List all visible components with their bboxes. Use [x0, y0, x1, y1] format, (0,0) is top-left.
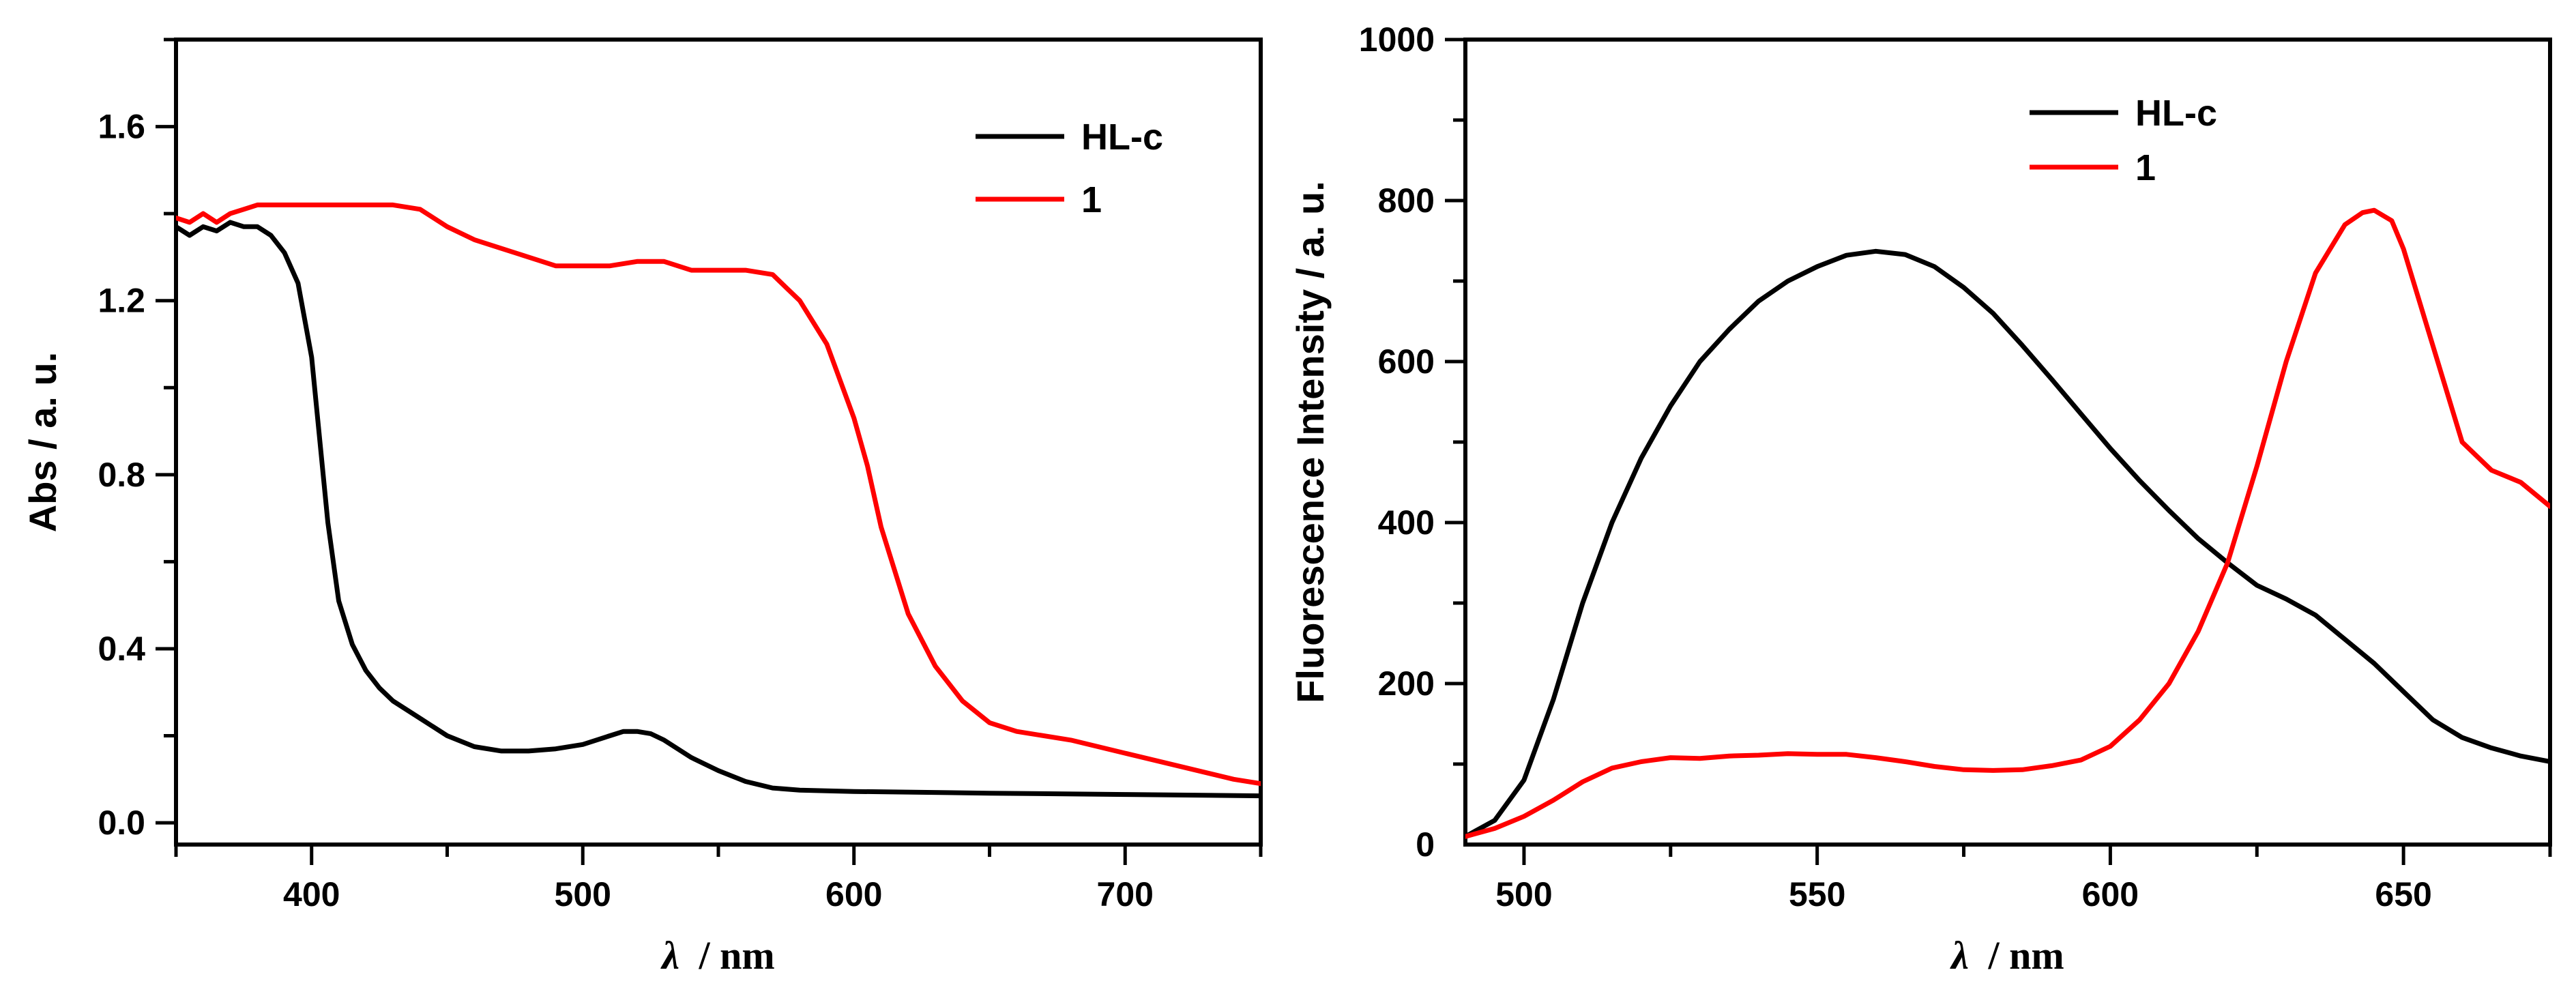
abs-ytick-label: 1.2	[98, 282, 145, 320]
fl-legend-label-1: 1	[2135, 147, 2156, 188]
abs-ytick-label: 1.6	[98, 108, 145, 146]
abs-xtick-label: 500	[555, 875, 611, 913]
abs-series-hlc-line	[176, 220, 1261, 799]
abs-xlabel-symbol: λ	[660, 933, 679, 978]
fl-tick-labels: 500 550 600 650 0 200 400 600 800 1000	[1359, 20, 2432, 913]
abs-xtick-label: 700	[1097, 875, 1154, 913]
fl-ylabel: Fluorescence Intensity / a. u.	[1289, 181, 1332, 703]
abs-ytick-label: 0.4	[98, 630, 145, 668]
fl-ytick-label: 400	[1378, 503, 1435, 542]
abs-xlabel: λ / nm	[660, 933, 774, 978]
fl-plot-frame	[1463, 38, 2552, 847]
fl-ticks	[1445, 38, 2552, 865]
abs-ytick-label: 0.8	[98, 456, 145, 494]
abs-legend-label-1: 1	[1081, 179, 1102, 220]
fl-xtick-label: 600	[2082, 875, 2139, 913]
abs-ticks	[156, 38, 1263, 865]
abs-ytick-label: 0.0	[98, 804, 145, 842]
fl-legend: HL-c 1	[2030, 93, 2217, 188]
abs-xtick-label: 400	[283, 875, 340, 913]
fl-xtick-label: 650	[2375, 875, 2431, 913]
fl-xlabel-unit: / nm	[1988, 933, 2064, 978]
fl-series-layer	[1465, 207, 2550, 839]
fl-legend-label-hlc: HL-c	[2135, 93, 2217, 134]
abs-plot-frame	[174, 38, 1263, 847]
fl-xlabel-symbol: λ	[1950, 933, 1969, 978]
abs-tick-labels: 400 500 600 700 0.0 0.4 0.8 1.2 1.6	[98, 108, 1153, 913]
abs-xtick-label: 600	[825, 875, 882, 913]
abs-xlabel-unit: / nm	[699, 933, 775, 978]
fl-ytick-label: 800	[1378, 181, 1435, 220]
fl-series-1-line	[1465, 207, 2550, 839]
abs-series-layer	[176, 202, 1261, 799]
fl-xlabel: λ / nm	[1950, 933, 2064, 978]
fl-ytick-label: 0	[1416, 825, 1435, 864]
fl-ytick-label: 1000	[1359, 20, 1435, 59]
abs-legend: HL-c 1	[976, 117, 1163, 220]
fl-series-hlc-line	[1465, 248, 2550, 839]
fl-xtick-label: 550	[1789, 875, 1845, 913]
abs-ylabel: Abs / a. u.	[21, 352, 64, 533]
fluorescence-chart: 500 550 600 650 0 200 400 600 800 1000 Fluorescen…	[1289, 20, 2552, 978]
fl-ytick-label: 600	[1378, 342, 1435, 381]
fl-xtick-label: 500	[1495, 875, 1552, 913]
abs-legend-label-hlc: HL-c	[1081, 117, 1163, 158]
abs-series-1-line	[176, 202, 1261, 787]
fl-ytick-label: 200	[1378, 664, 1435, 703]
